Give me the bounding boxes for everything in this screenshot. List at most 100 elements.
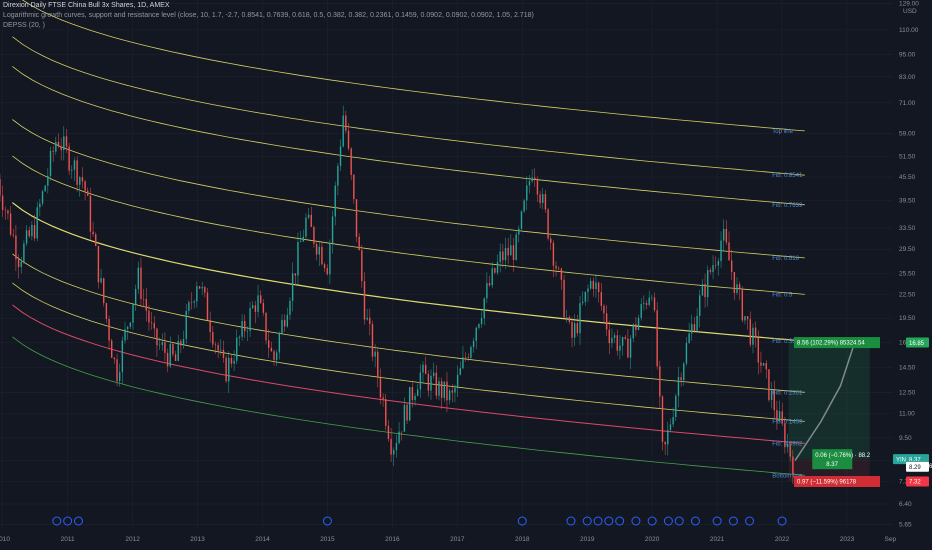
event-marker-1[interactable] <box>63 516 73 526</box>
candle <box>683 361 685 386</box>
candle <box>331 210 334 254</box>
candle <box>249 301 251 338</box>
candle <box>672 407 674 428</box>
candle <box>89 187 92 241</box>
candle <box>398 422 400 445</box>
event-marker-3[interactable] <box>322 516 332 526</box>
candle <box>369 308 371 336</box>
candle-body <box>776 410 778 421</box>
event-marker-8[interactable] <box>604 516 614 526</box>
candle <box>105 302 108 324</box>
candle-body <box>672 417 674 425</box>
candle <box>560 267 563 290</box>
candle <box>185 303 187 344</box>
indicator-legend-2[interactable]: DEPSS (20, ) <box>3 22 46 29</box>
event-marker-14[interactable] <box>690 516 700 526</box>
event-marker-9[interactable] <box>615 516 625 526</box>
candle-body <box>534 177 536 179</box>
candle <box>275 349 278 367</box>
candle <box>752 323 754 354</box>
candle <box>760 351 762 373</box>
candle-body <box>52 150 54 152</box>
candle-body <box>488 283 491 286</box>
candle-body <box>664 441 666 445</box>
candle-body <box>629 338 632 358</box>
candle <box>345 110 347 134</box>
candle <box>129 321 132 329</box>
candle-body <box>228 357 230 382</box>
candle-body <box>0 179 1 196</box>
candle-body <box>701 284 704 296</box>
candle-body <box>225 357 227 382</box>
candle-body <box>417 389 419 396</box>
event-marker-15[interactable] <box>712 516 722 526</box>
event-markers[interactable] <box>52 516 787 526</box>
candle-body <box>47 175 49 186</box>
candle-body <box>738 284 741 289</box>
x-tick-13: 2023 <box>840 536 855 543</box>
candle-body <box>1 195 4 210</box>
event-marker-12[interactable] <box>663 516 673 526</box>
candle <box>1 185 4 217</box>
candle <box>190 292 193 310</box>
x-tick-10: 2020 <box>645 536 660 543</box>
candle <box>116 353 118 387</box>
candle-body <box>784 423 786 448</box>
event-marker-7[interactable] <box>593 516 603 526</box>
event-marker-16[interactable] <box>728 516 738 526</box>
candle-body <box>757 337 759 363</box>
candle <box>31 220 33 241</box>
ticker-tag: YINN <box>896 457 910 463</box>
event-marker-17[interactable] <box>745 516 755 526</box>
x-tick-9: 2019 <box>580 536 595 543</box>
candle <box>188 300 190 315</box>
candle <box>329 239 331 285</box>
candle <box>629 334 632 370</box>
price-tag-white: 8.29 <box>909 465 921 471</box>
candle-body <box>116 359 118 382</box>
candle-body <box>323 264 326 269</box>
event-marker-2[interactable] <box>73 516 83 526</box>
price-tag: 8.37 <box>909 457 921 463</box>
candle-body <box>198 286 201 289</box>
candle <box>544 190 547 213</box>
candle <box>480 311 483 328</box>
candle-body <box>7 210 9 214</box>
event-marker-4[interactable] <box>517 516 527 526</box>
level-label-9: Bottom line <box>772 473 803 479</box>
candle <box>611 328 613 349</box>
event-marker-10[interactable] <box>631 516 641 526</box>
candle-body <box>140 267 142 300</box>
time-axis[interactable]: 2010 2011 2012 2013 2014 2015 2016 2017 2018 2019… <box>0 528 932 550</box>
candle-body <box>563 279 565 318</box>
candle-body <box>464 357 467 358</box>
candle-body <box>204 287 206 293</box>
y-tick-13: 19.50 <box>899 315 916 322</box>
event-marker-0[interactable] <box>52 516 62 526</box>
entry-box <box>812 449 853 470</box>
event-marker-18[interactable] <box>777 516 787 526</box>
level-label-7: Fib: 0.1459 <box>772 419 803 425</box>
candle-body <box>142 299 145 300</box>
candle <box>712 255 714 280</box>
candle <box>36 201 38 242</box>
event-marker-6[interactable] <box>582 516 592 526</box>
candle-body <box>470 347 472 358</box>
candle-body <box>462 357 464 369</box>
event-marker-5[interactable] <box>566 516 576 526</box>
candle <box>305 213 307 241</box>
candle-body <box>201 287 203 289</box>
candle <box>12 229 14 238</box>
candle <box>307 208 310 220</box>
candle-body <box>472 340 475 348</box>
event-marker-13[interactable] <box>674 516 684 526</box>
event-marker-11[interactable] <box>647 516 657 526</box>
candle <box>470 345 472 360</box>
indicator-legend[interactable]: Logarithmic growth curves, support and r… <box>3 12 534 19</box>
candle-body <box>651 297 653 299</box>
candle <box>558 266 560 271</box>
candle <box>55 136 57 155</box>
candle <box>278 331 281 360</box>
candle-body <box>283 319 286 327</box>
